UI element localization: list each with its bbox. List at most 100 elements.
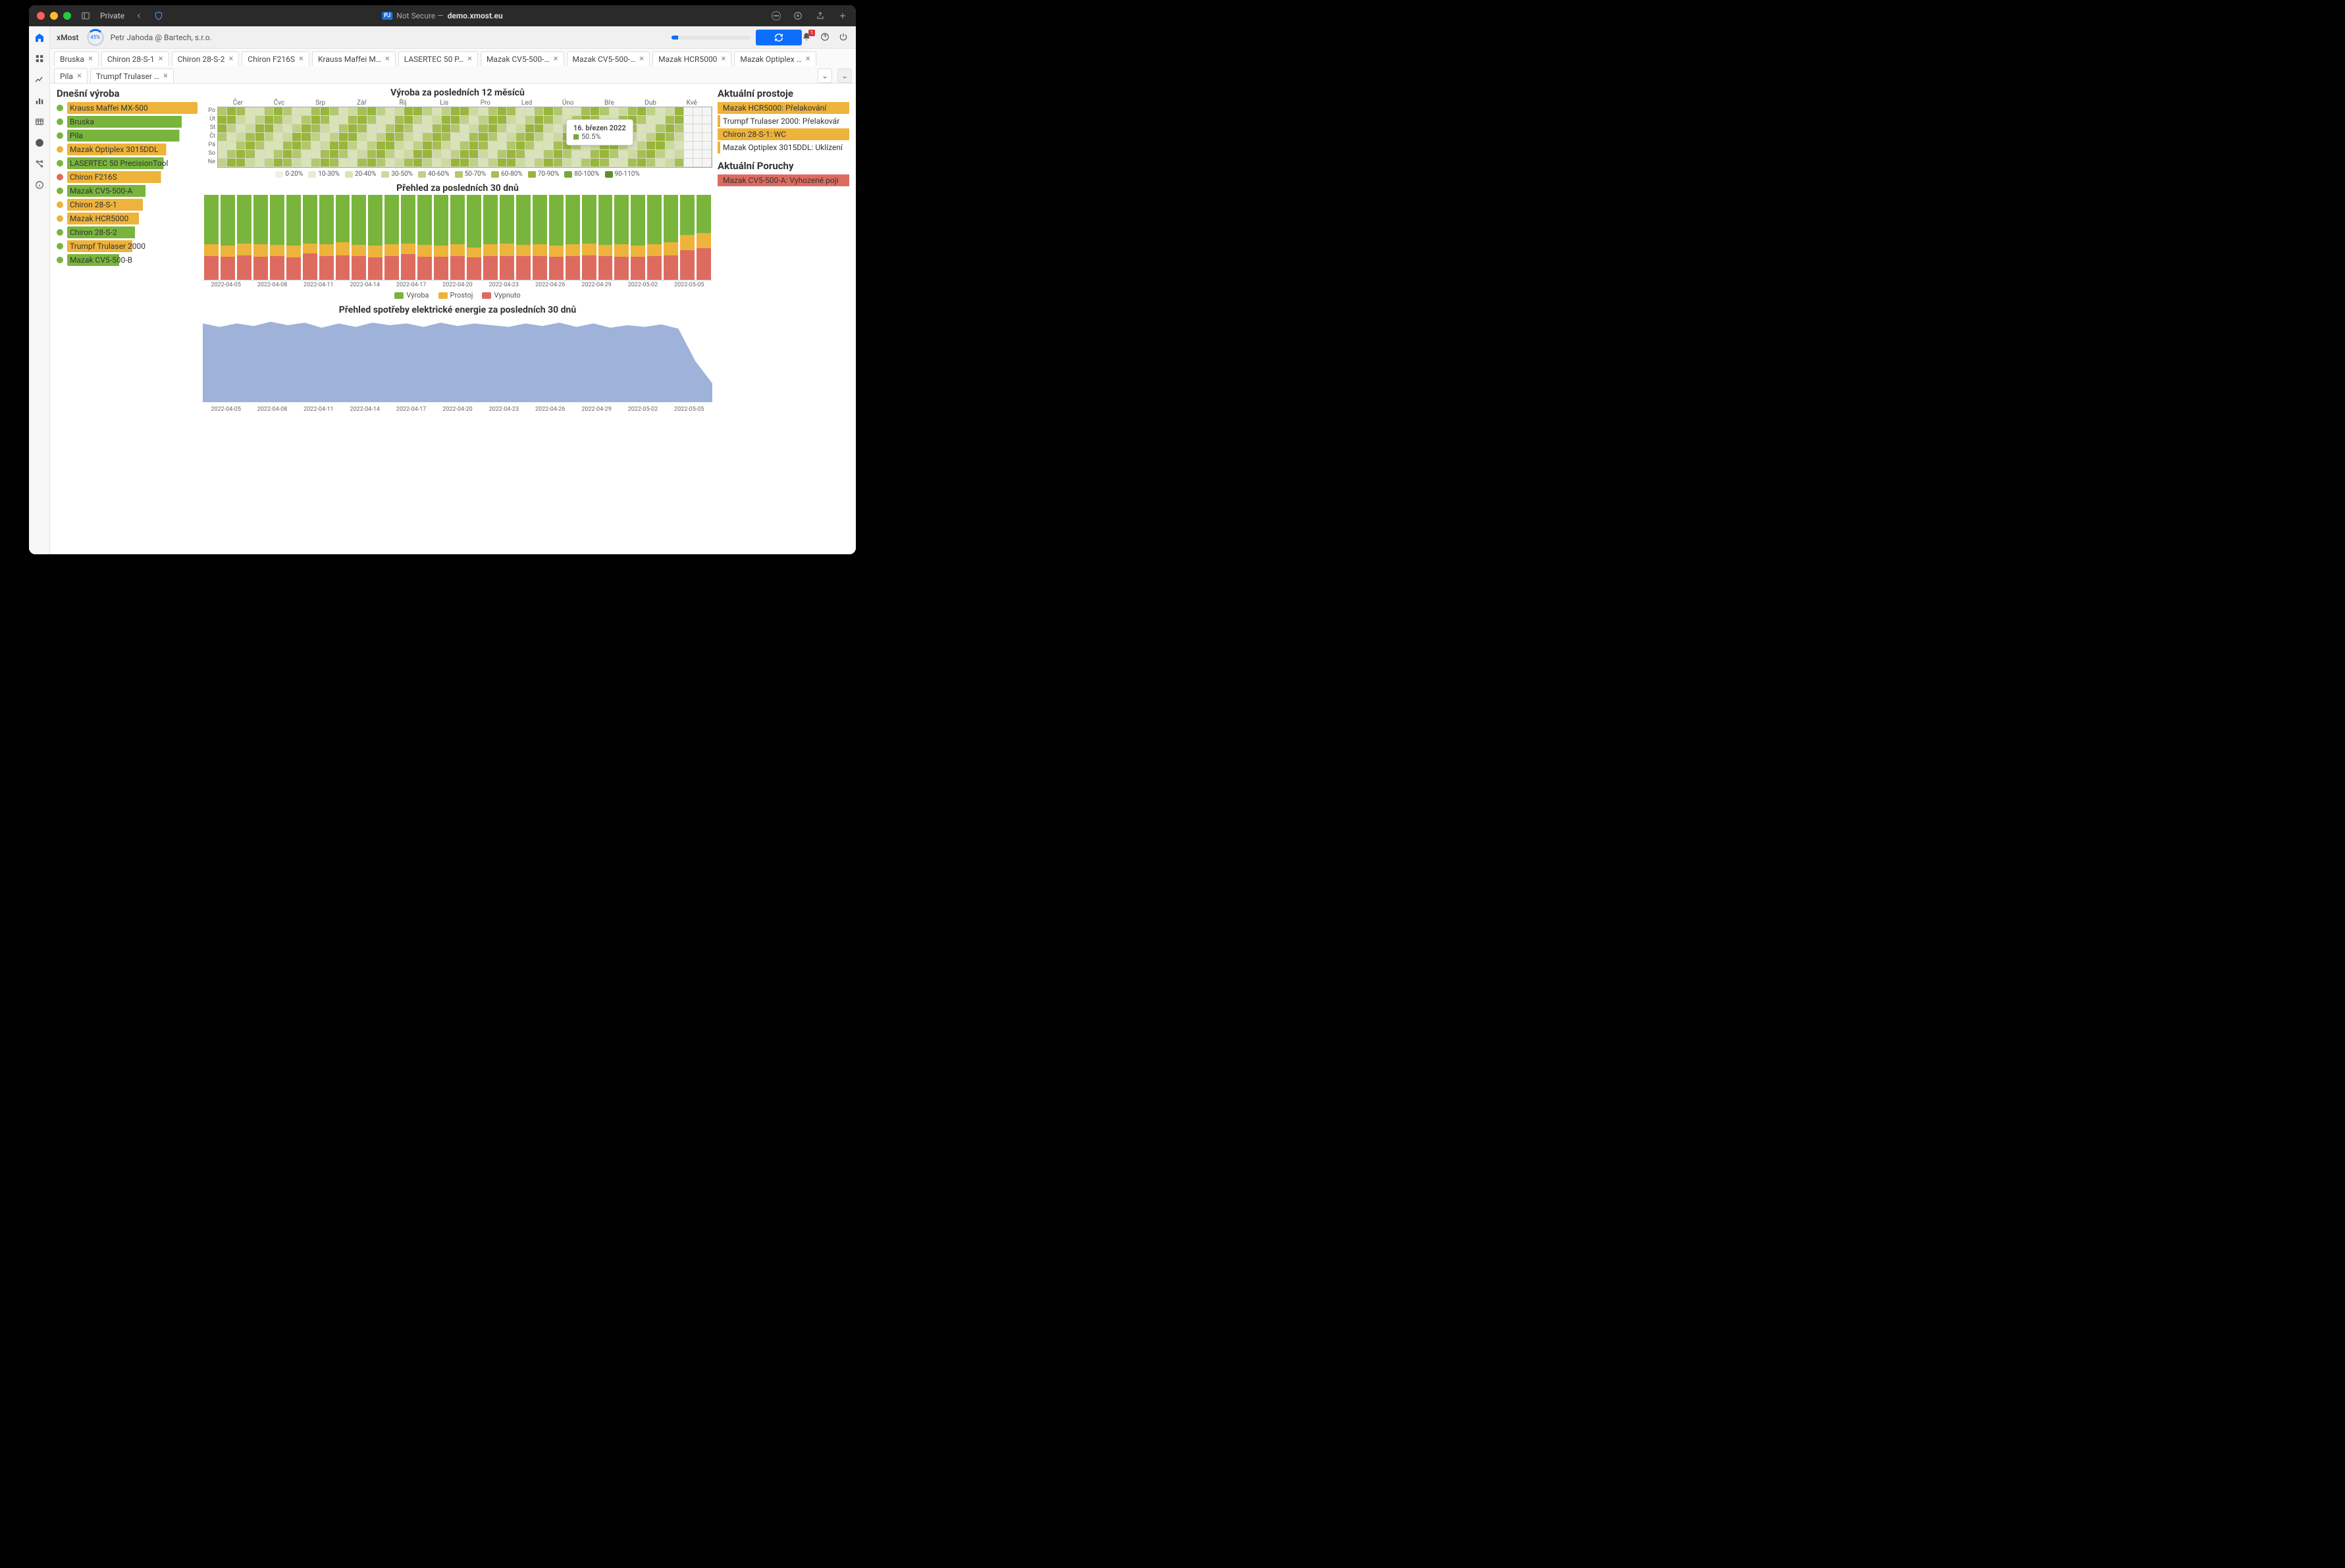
heatmap-cell[interactable]	[227, 150, 236, 159]
heatmap-cell[interactable]	[656, 159, 665, 167]
stacked-bar[interactable]	[221, 195, 235, 280]
heatmap-cell[interactable]	[339, 107, 348, 116]
nav-nodes-icon[interactable]	[34, 158, 45, 170]
shield-icon[interactable]	[153, 11, 164, 21]
heatmap-cell[interactable]	[386, 159, 395, 167]
heatmap-cell[interactable]	[516, 124, 525, 133]
heatmap-cell[interactable]	[246, 142, 255, 150]
heatmap-cell[interactable]	[274, 142, 283, 150]
heatmap-cell[interactable]	[386, 116, 395, 124]
heatmap-cell[interactable]	[525, 124, 535, 133]
heatmap-cell[interactable]	[507, 124, 516, 133]
heatmap-cell[interactable]	[348, 150, 357, 159]
heatmap-cell[interactable]	[357, 150, 367, 159]
stacked-bar[interactable]	[549, 195, 564, 280]
heatmap-cell[interactable]	[348, 124, 357, 133]
heatmap-cell[interactable]	[265, 142, 274, 150]
heatmap-cell[interactable]	[554, 150, 563, 159]
heatmap-cell[interactable]	[367, 107, 377, 116]
heatmap-cell[interactable]	[702, 150, 712, 159]
machine-tab[interactable]: Trumpf Trulaser …×	[90, 68, 174, 83]
heatmap-cell[interactable]	[675, 142, 684, 150]
status-item[interactable]: Mazak CV5-500-A: Vyhozené poji	[718, 174, 849, 186]
heatmap-cell[interactable]	[479, 116, 488, 124]
power-button[interactable]	[839, 32, 849, 43]
heatmap-cell[interactable]	[339, 150, 348, 159]
heatmap-cell[interactable]	[525, 150, 535, 159]
heatmap-cell[interactable]	[675, 133, 684, 142]
heatmap-cell[interactable]	[395, 124, 404, 133]
heatmap-cell[interactable]	[637, 116, 646, 124]
heatmap-cell[interactable]	[292, 124, 302, 133]
heatmap-cell[interactable]	[554, 107, 563, 116]
heatmap-cell[interactable]	[600, 159, 609, 167]
heatmap-cell[interactable]	[330, 150, 339, 159]
heatmap-cell[interactable]	[321, 107, 330, 116]
heatmap-cell[interactable]	[413, 107, 423, 116]
heatmap-cell[interactable]	[535, 142, 544, 150]
heatmap-cell[interactable]	[469, 159, 479, 167]
heatmap-cell[interactable]	[292, 116, 302, 124]
window-controls[interactable]	[37, 12, 71, 20]
heatmap-cell[interactable]	[637, 107, 646, 116]
heatmap-cell[interactable]	[283, 107, 292, 116]
heatmap-cell[interactable]	[377, 116, 386, 124]
heatmap-cell[interactable]	[637, 150, 646, 159]
heatmap-cell[interactable]	[377, 159, 386, 167]
heatmap-cell[interactable]	[404, 124, 413, 133]
heatmap-cell[interactable]	[218, 124, 227, 133]
heatmap-cell[interactable]	[339, 142, 348, 150]
heatmap-cell[interactable]	[265, 107, 274, 116]
heatmap-cell[interactable]	[357, 116, 367, 124]
heatmap-cell[interactable]	[283, 159, 292, 167]
heatmap-cell[interactable]	[507, 133, 516, 142]
heatmap-cell[interactable]	[330, 133, 339, 142]
heatmap-cell[interactable]	[498, 159, 507, 167]
heatmap-cell[interactable]	[255, 159, 265, 167]
heatmap-cell[interactable]	[348, 142, 357, 150]
heatmap-cell[interactable]	[525, 107, 535, 116]
heatmap-cell[interactable]	[628, 150, 637, 159]
heatmap-cell[interactable]	[675, 116, 684, 124]
heatmap-cell[interactable]	[423, 124, 432, 133]
heatmap-cell[interactable]	[619, 107, 628, 116]
heatmap-cell[interactable]	[525, 142, 535, 150]
heatmap-cell[interactable]	[656, 124, 665, 133]
stacked-bar[interactable]	[664, 195, 678, 280]
heatmap-cell[interactable]	[423, 150, 432, 159]
heatmap-cell[interactable]	[218, 116, 227, 124]
heatmap-cell[interactable]	[451, 116, 460, 124]
heatmap-cell[interactable]	[628, 159, 637, 167]
heatmap-cell[interactable]	[646, 107, 656, 116]
stacked-bar[interactable]	[253, 195, 268, 280]
heatmap-cell[interactable]	[507, 159, 516, 167]
heatmap-cell[interactable]	[516, 116, 525, 124]
heatmap-cell[interactable]	[460, 142, 469, 150]
heatmap-cell[interactable]	[292, 150, 302, 159]
heatmap-cell[interactable]	[330, 159, 339, 167]
heatmap-cell[interactable]	[227, 159, 236, 167]
heatmap-cell[interactable]	[404, 133, 413, 142]
heatmap-cell[interactable]	[684, 107, 693, 116]
heatmap-cell[interactable]	[367, 116, 377, 124]
stacked-bar[interactable]	[566, 195, 580, 280]
heatmap-cell[interactable]	[255, 124, 265, 133]
stacked-bar[interactable]	[204, 195, 219, 280]
heatmap-cell[interactable]	[581, 159, 591, 167]
heatmap-cell[interactable]	[227, 116, 236, 124]
heatmap-cell[interactable]	[423, 142, 432, 150]
heatmap-cell[interactable]	[218, 150, 227, 159]
heatmap-cell[interactable]	[274, 133, 283, 142]
heatmap-cell[interactable]	[386, 124, 395, 133]
stacked-bar[interactable]	[417, 195, 432, 280]
heatmap-cell[interactable]	[666, 124, 675, 133]
heatmap-cell[interactable]	[610, 150, 619, 159]
heatmap-cell[interactable]	[488, 133, 498, 142]
heatmap-cell[interactable]	[516, 150, 525, 159]
heatmap-cell[interactable]	[283, 150, 292, 159]
heatmap-cell[interactable]	[423, 107, 432, 116]
stacked-bar[interactable]	[483, 195, 498, 280]
status-item[interactable]: Mazak Optiplex 3015DDL: Uklízení	[718, 142, 849, 153]
heatmap-cell[interactable]	[321, 142, 330, 150]
tabs-overflow-button[interactable]: ⌄	[818, 68, 832, 83]
